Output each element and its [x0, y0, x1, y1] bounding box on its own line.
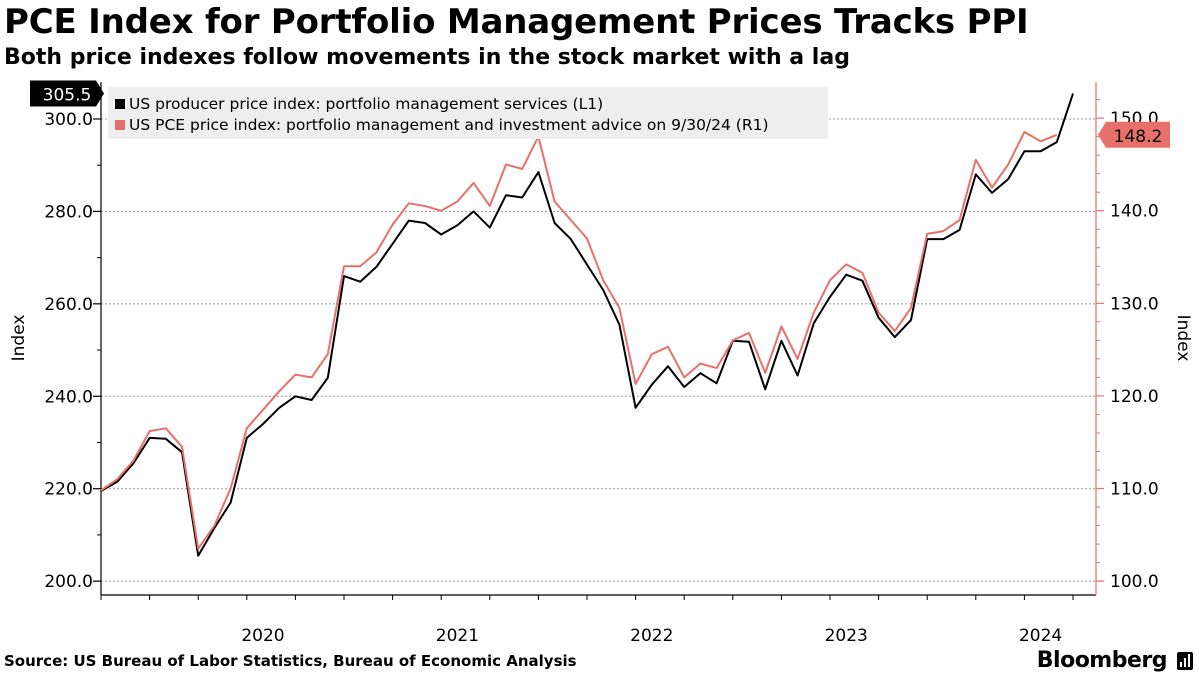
- x-tick-label-2024: 2024: [1019, 626, 1062, 646]
- series-lines: [100, 93, 1074, 557]
- y-left-tick-label-300.0: 300.0: [44, 110, 93, 130]
- last-value-labels: 305.5 148.2: [30, 80, 1170, 148]
- y-left-tick-label-220.0: 220.0: [44, 480, 93, 500]
- legend-swatch-2: [115, 120, 125, 130]
- y-left-tick-label-280.0: 280.0: [44, 202, 93, 222]
- last-value-tag-left: [30, 80, 104, 107]
- y-axis-left: 200.0 220.0 240.0 260.0 280.0 300.0: [44, 82, 102, 595]
- terminal-icon: [1177, 652, 1193, 670]
- y-axis-right-label: Index: [1173, 315, 1193, 362]
- legend-swatch-1: [115, 99, 125, 109]
- y-right-tick-label-120.0: 120.0: [1110, 387, 1159, 407]
- y-right-tick-label-110.0: 110.0: [1110, 480, 1159, 500]
- chart-title: PCE Index for Portfolio Management Price…: [4, 2, 1029, 42]
- y-left-tick-label-200.0: 200.0: [44, 572, 93, 592]
- x-tick-label-2022: 2022: [630, 626, 673, 646]
- x-tick-label-2020: 2020: [241, 626, 284, 646]
- last-value-label-right: 148.2: [1114, 127, 1163, 147]
- x-axis: 2020 2021 2022 2023 2024: [100, 594, 1096, 646]
- y-right-tick-label-100.0: 100.0: [1110, 572, 1159, 592]
- chart-subtitle: Both price indexes follow movements in t…: [4, 45, 850, 70]
- source-note: Source: US Bureau of Labor Statistics, B…: [4, 652, 577, 670]
- y-left-tick-label-260.0: 260.0: [44, 295, 93, 315]
- legend-box: [108, 87, 828, 139]
- series-line-1: [100, 93, 1074, 557]
- y-axis-left-label: Index: [9, 315, 29, 362]
- y-right-tick-label-130.0: 130.0: [1110, 294, 1159, 314]
- legend: US producer price index: portfolio manag…: [108, 87, 828, 139]
- last-value-label-left: 305.5: [43, 86, 92, 106]
- x-tick-label-2021: 2021: [436, 626, 479, 646]
- y-left-tick-label-240.0: 240.0: [44, 387, 93, 407]
- bloomberg-logo: Bloomberg: [1036, 648, 1168, 673]
- x-tick-label-2023: 2023: [825, 626, 868, 646]
- series-line-2: [100, 131, 1058, 550]
- legend-label-1: US producer price index: portfolio manag…: [129, 95, 603, 113]
- legend-label-2: US PCE price index: portfolio management…: [129, 116, 769, 134]
- y-right-tick-label-140.0: 140.0: [1110, 202, 1159, 222]
- last-value-tag-right: [1098, 121, 1170, 148]
